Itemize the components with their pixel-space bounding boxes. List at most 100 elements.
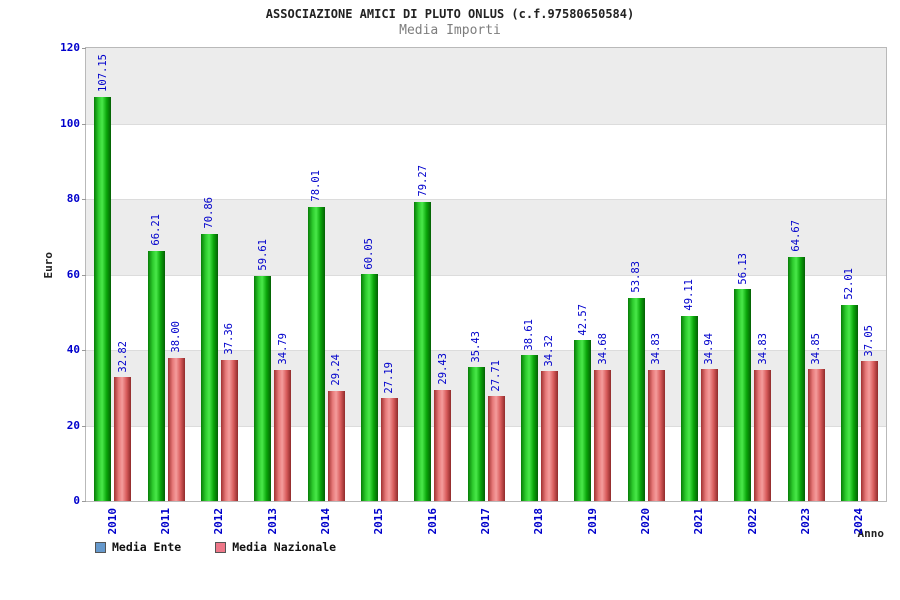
bar-media-nazionale-2012: [220, 359, 238, 501]
x-tick-label: 2015: [372, 508, 386, 535]
bar-value-label: 37.36: [223, 323, 236, 355]
y-tick-label: 0: [73, 494, 80, 507]
x-tick-label: 2023: [799, 508, 812, 535]
bar-media-ente-2019: [574, 340, 592, 501]
x-tick-label: 2021: [692, 508, 706, 535]
legend-item-media-ente: Media Ente: [95, 540, 181, 554]
bar-media-nazionale-2010: [114, 377, 132, 501]
bar-value-label: 70.86: [203, 196, 216, 229]
bar-media-nazionale-2021: [700, 369, 718, 501]
gridline: [86, 123, 886, 125]
bar-media-ente-2013: [254, 275, 272, 501]
bar-media-ente-2016: [414, 201, 432, 501]
bar-value-label: 53.83: [630, 261, 642, 293]
bar-value-label: 27.19: [383, 361, 396, 394]
bar-media-ente-2020: [627, 297, 645, 501]
gridline: [86, 350, 886, 351]
bar-value-label: 32.82: [116, 340, 129, 373]
gridline: [86, 199, 886, 200]
y-tick-label: 40: [66, 343, 80, 356]
bar-value-label: 52.01: [843, 268, 856, 300]
plot-area: 0 20 40 60 80 100 120 107.15 66.21 70.86 59.61 78.…: [60, 41, 887, 535]
bar-media-nazionale-2024: [860, 361, 878, 501]
bar-value-label: 34.83: [756, 332, 769, 365]
bar-value-label: 79.27: [416, 165, 429, 197]
bar-media-nazionale-2019: [594, 370, 612, 501]
bar-value-label: 34.68: [596, 333, 609, 366]
bar-media-ente-2021: [680, 315, 698, 501]
plot-band: [86, 199, 886, 275]
gridline: [86, 274, 886, 276]
bar-media-nazionale-2017: [487, 396, 505, 501]
legend: Media Ente Media Nazionale: [95, 540, 336, 554]
bar-value-label: 64.67: [790, 220, 802, 252]
bar-media-nazionale-2018: [540, 371, 558, 501]
bar-media-ente-2010: [94, 96, 112, 501]
y-tick-mark: [82, 199, 86, 200]
y-tick-label: 120: [60, 41, 80, 54]
plot-band: [86, 350, 886, 426]
y-tick-label: 20: [66, 418, 80, 432]
bar-value-label: 49.11: [683, 279, 696, 311]
bar-media-nazionale-2023: [807, 369, 825, 501]
y-tick-mark: [82, 425, 86, 427]
y-tick-mark: [82, 501, 86, 502]
x-tick-label: 2012: [212, 508, 226, 535]
bar-media-nazionale-2022: [754, 369, 772, 501]
x-axis-label: Anno: [857, 527, 885, 540]
y-tick-label: 100: [60, 116, 80, 130]
y-tick-mark: [82, 123, 86, 125]
bar-value-label: 38.61: [523, 318, 536, 351]
bar-value-label: 107.15: [96, 53, 109, 92]
bar-value-label: 60.05: [363, 237, 376, 270]
x-tick-label: 2024: [852, 508, 866, 535]
bar-value-label: 35.43: [470, 330, 482, 363]
x-tick-label: 2014: [319, 508, 332, 535]
bar-media-ente-2011: [147, 251, 165, 501]
y-tick-mark: [82, 48, 86, 49]
legend-label: Media Nazionale: [232, 540, 337, 554]
x-tick-label: 2013: [265, 508, 279, 535]
bar-value-label: 66.21: [150, 214, 162, 247]
bar-media-nazionale-2014: [327, 390, 345, 501]
plot-band: [86, 48, 886, 124]
gridline: [86, 425, 886, 427]
bar-media-nazionale-2016: [434, 389, 452, 501]
bar-media-nazionale-2013: [274, 369, 292, 501]
bar-media-ente-2015: [360, 274, 378, 501]
x-tick-label: 2011: [159, 508, 172, 535]
x-tick-label: 2017: [479, 508, 492, 535]
bar-media-nazionale-2015: [380, 398, 398, 501]
bar-media-ente-2012: [200, 233, 218, 501]
y-tick-label: 60: [66, 267, 80, 281]
bar-media-ente-2022: [734, 289, 752, 501]
media-nazionale-swatch-icon: [215, 541, 227, 553]
bar-media-nazionale-2011: [167, 357, 185, 501]
bar-value-label: 34.32: [543, 334, 556, 367]
bar-value-label: 78.01: [310, 169, 322, 202]
bar-value-label: 34.85: [810, 332, 822, 365]
y-tick-mark: [82, 350, 86, 351]
bar-value-label: 34.83: [650, 332, 662, 365]
x-tick-label: 2020: [639, 508, 652, 535]
x-tick-label: 2010: [105, 508, 119, 535]
bar-media-nazionale-2020: [647, 369, 665, 501]
x-tick-label: 2022: [745, 508, 759, 535]
bar-value-label: 34.94: [703, 332, 716, 365]
chart-title: ASSOCIAZIONE AMICI DI PLUTO ONLUS (c.f.9…: [265, 7, 635, 21]
x-tick-label: 2018: [532, 508, 546, 535]
y-tick-label: 80: [66, 192, 80, 205]
bar-value-label: 42.57: [576, 303, 589, 336]
legend-label: Media Ente: [112, 540, 182, 554]
chart-subtitle: Media Importi: [399, 23, 501, 38]
legend-item-media-nazionale: Media Nazionale: [215, 540, 336, 554]
bar-media-ente-2023: [787, 256, 805, 501]
y-tick-mark: [82, 274, 86, 276]
bar-media-ente-2018: [520, 355, 538, 501]
x-tick-label: 2019: [585, 508, 599, 535]
x-tick-label: 2016: [425, 508, 439, 535]
bar-value-label: 34.79: [276, 333, 289, 365]
bar-media-ente-2017: [467, 367, 485, 501]
bar-value-label: 29.43: [436, 353, 449, 385]
